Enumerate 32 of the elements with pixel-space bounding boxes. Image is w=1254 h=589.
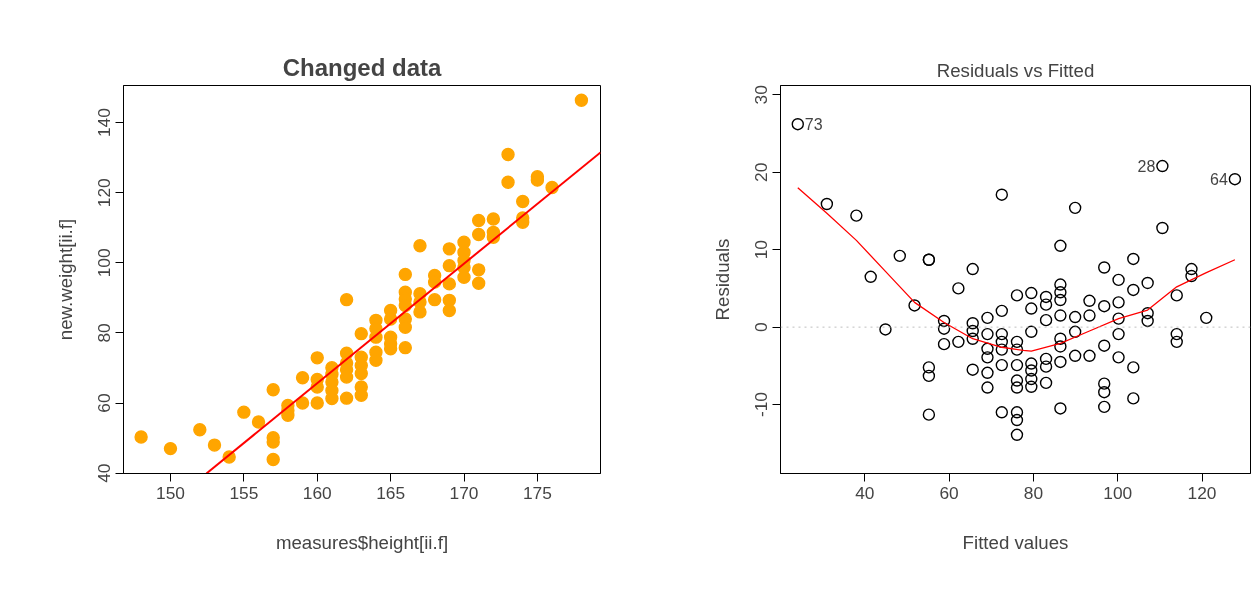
x-tick-label: 60 (939, 482, 959, 503)
y-axis-title: new.weight[ii.f] (54, 218, 76, 341)
y-tick-label: 80 (94, 323, 115, 343)
chart-title: Residuals vs Fitted (936, 59, 1095, 81)
x-tick-label: 170 (449, 482, 479, 503)
x-tick-label: 100 (1103, 482, 1133, 503)
annotation: 73 (804, 116, 823, 134)
x-tick-label: 80 (1023, 482, 1044, 503)
x-tick-label: 155 (229, 482, 259, 503)
x-tick-label: 165 (376, 482, 406, 503)
y-tick-label: 140 (94, 108, 115, 138)
annotation: 64 (1210, 171, 1229, 189)
x-tick-label: 120 (1187, 482, 1217, 503)
y-tick-label: 40 (94, 463, 115, 483)
y-tick-label: 30 (751, 85, 772, 105)
y-tick-label: 60 (94, 393, 115, 413)
y-tick-label: 10 (751, 240, 772, 260)
x-tick-label: 40 (855, 482, 875, 503)
line-series (797, 187, 1236, 352)
y-tick-label: 20 (751, 162, 772, 182)
y-tick-label: 0 (751, 322, 772, 332)
x-tick-label: 160 (302, 482, 332, 503)
y-tick-label: -10 (751, 392, 772, 418)
y-axis-title: Residuals (711, 238, 733, 321)
x-tick-label: 175 (522, 482, 552, 503)
chart-title: Changed data (282, 53, 442, 81)
x-axis-title: measures$height[ii.f] (275, 531, 449, 553)
y-tick-label: 120 (94, 178, 115, 208)
x-tick-label: 150 (156, 482, 185, 503)
y-tick-label: 100 (94, 248, 115, 278)
x-axis-title: Fitted values (962, 531, 1069, 553)
annotation: 28 (1137, 158, 1156, 176)
